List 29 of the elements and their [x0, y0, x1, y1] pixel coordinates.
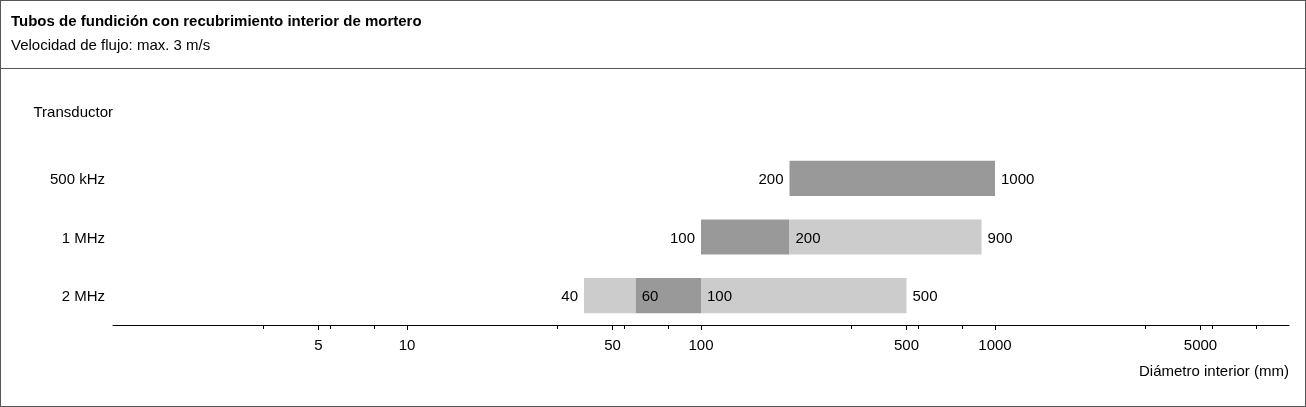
bar: [789, 219, 982, 255]
annotation: 100: [707, 287, 733, 305]
x-tick-label: 50: [604, 336, 621, 353]
bar: [789, 160, 995, 196]
chart-subtitle: Velocidad de flujo: max. 3 m/s: [11, 35, 212, 53]
y-tick-label: 500 kHz: [49, 169, 105, 187]
bar: [701, 278, 907, 314]
annotation: 900: [987, 228, 1013, 246]
x-axis-title: Diámetro interior (mm): [1138, 362, 1289, 379]
y-tick-label: 2 MHz: [61, 287, 105, 305]
y-axis-title: Transductor: [33, 103, 113, 120]
x-tick-label: 5: [314, 336, 323, 353]
chart-title: Tubos de fundición con recubrimiento interior de mortero: [11, 11, 423, 29]
annotation: 40: [561, 287, 579, 305]
x-tick-label: 5000: [1183, 336, 1218, 353]
y-tick-label: 1 MHz: [61, 228, 105, 246]
bar: [635, 278, 701, 314]
bar: [584, 278, 636, 314]
annotation: 500: [912, 287, 938, 305]
annotation: 200: [758, 169, 784, 187]
x-tick-label: 10: [398, 336, 416, 353]
x-tick-label: 500: [893, 336, 920, 353]
bar: [701, 219, 790, 255]
annotation: 200: [795, 228, 821, 246]
x-tick-label: 1000: [978, 336, 1012, 353]
annotation: 100: [669, 228, 695, 246]
annotation: 60: [641, 287, 659, 305]
annotation: 1000: [1001, 169, 1035, 187]
x-tick-label: 100: [688, 336, 714, 353]
